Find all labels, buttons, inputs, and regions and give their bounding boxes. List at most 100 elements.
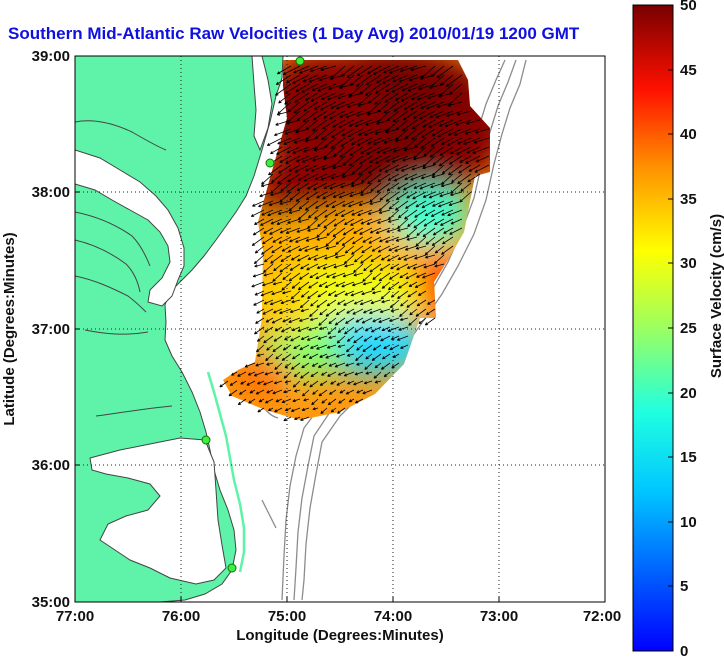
velocity-arrow	[365, 371, 373, 375]
velocity-arrow	[410, 173, 427, 181]
colorbar-tick-label: 35	[680, 191, 697, 208]
velocity-arrow	[261, 173, 274, 185]
velocity-arrow	[307, 182, 319, 190]
velocity-arrow	[258, 200, 274, 208]
velocity-arrow	[307, 254, 319, 260]
velocity-arrow	[344, 218, 355, 225]
velocity-arrow	[352, 281, 364, 287]
velocity-arrow	[403, 101, 418, 110]
velocity-arrow	[440, 182, 454, 188]
velocity-arrow	[254, 263, 265, 268]
velocity-arrow	[397, 290, 409, 299]
velocity-arrow	[319, 308, 328, 316]
velocity-arrow	[316, 263, 328, 269]
velocity-arrow	[403, 146, 418, 152]
velocity-arrow	[396, 263, 409, 271]
velocity-arrow	[278, 236, 292, 244]
x-tick-label: 74:00	[374, 608, 412, 625]
velocity-arrow	[373, 371, 382, 379]
velocity-arrow	[434, 263, 445, 268]
velocity-arrow	[280, 326, 292, 333]
velocity-arrow	[290, 362, 301, 370]
velocity-arrow	[289, 308, 301, 313]
velocity-arrow	[379, 191, 391, 201]
velocity-arrow	[403, 182, 418, 191]
x-axis-label: Longitude (Degrees:Minutes)	[236, 627, 444, 644]
velocity-arrow	[283, 389, 292, 394]
velocity-arrow	[293, 65, 310, 74]
velocity-arrow	[355, 353, 364, 362]
velocity-arrow	[408, 281, 418, 287]
velocity-arrow	[307, 227, 319, 232]
velocity-arrow	[370, 326, 382, 333]
velocity-arrow	[383, 371, 391, 378]
velocity-arrow	[342, 200, 355, 207]
velocity-arrow	[255, 362, 265, 367]
velocity-arrow	[414, 254, 427, 260]
velocity-arrow	[403, 254, 418, 261]
velocity-arrow	[464, 128, 481, 135]
velocity-arrow	[292, 398, 301, 403]
velocity-arrow	[438, 119, 454, 127]
velocity-arrow	[450, 191, 463, 196]
velocity-arrow	[281, 353, 292, 361]
velocity-arrow	[324, 209, 337, 218]
velocity-arrow	[271, 317, 283, 324]
velocity-arrow	[282, 317, 292, 323]
velocity-arrow	[451, 173, 463, 183]
velocity-arrow	[441, 209, 454, 216]
velocity-arrow	[345, 362, 355, 367]
velocity-arrow	[358, 200, 373, 206]
velocity-arrow	[362, 281, 373, 286]
velocity-arrow	[428, 191, 445, 199]
velocity-arrow	[317, 218, 328, 227]
velocity-arrow	[284, 335, 292, 341]
velocity-arrow	[335, 254, 346, 259]
velocity-arrow	[360, 191, 373, 196]
velocity-arrow	[352, 236, 364, 245]
velocity-arrow	[353, 299, 364, 305]
velocity-arrow	[261, 209, 274, 216]
velocity-arrow	[271, 245, 283, 254]
velocity-arrow	[329, 74, 346, 80]
velocity-arrow	[436, 101, 454, 108]
velocity-arrow	[379, 308, 391, 313]
velocity-arrow	[270, 146, 283, 155]
velocity-arrow	[363, 335, 373, 342]
velocity-arrow	[419, 110, 436, 120]
velocity-arrow	[376, 74, 391, 84]
velocity-arrow	[335, 281, 346, 287]
velocity-arrow	[378, 272, 391, 282]
velocity-arrow	[426, 101, 445, 110]
velocity-arrow	[293, 101, 310, 114]
velocity-arrow	[389, 299, 400, 309]
velocity-arrow	[398, 209, 409, 219]
velocity-arrow	[456, 146, 472, 155]
velocity-arrow	[409, 74, 427, 82]
velocity-arrow	[294, 416, 301, 420]
velocity-arrow	[372, 290, 382, 295]
velocity-arrow	[327, 92, 346, 101]
velocity-arrow	[309, 380, 319, 388]
velocity-arrow	[472, 146, 490, 154]
velocity-arrow	[414, 281, 427, 288]
velocity-arrow	[416, 272, 427, 278]
velocity-arrow	[386, 182, 400, 192]
velocity-arrow	[318, 389, 328, 397]
velocity-arrow	[431, 128, 445, 137]
velocity-arrow	[465, 155, 481, 164]
velocity-arrow	[310, 371, 319, 377]
velocity-arrow	[282, 344, 292, 351]
velocity-arrow	[335, 236, 346, 245]
velocity-arrow	[385, 128, 400, 134]
velocity-arrow	[416, 299, 427, 307]
velocity-arrow	[295, 83, 310, 92]
rivers	[75, 120, 173, 417]
velocity-arrow	[358, 128, 373, 136]
velocity-arrow	[314, 173, 328, 180]
velocity-arrow	[306, 263, 319, 271]
velocity-arrow	[331, 128, 346, 139]
velocity-arrow	[381, 299, 391, 304]
velocity-arrow	[394, 92, 409, 101]
velocity-arrow	[355, 317, 364, 323]
